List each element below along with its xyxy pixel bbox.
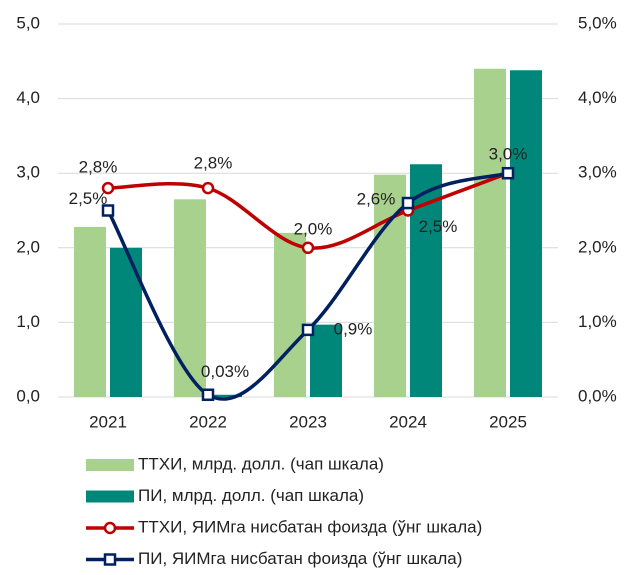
data-label: 0,03% xyxy=(201,362,249,381)
y2-tick-label: 4,0% xyxy=(578,88,617,107)
legend-label: ПИ, ЯИМга нисбатан фоизда (ўнг шкала) xyxy=(138,549,462,568)
bar xyxy=(274,232,306,397)
bar xyxy=(510,70,542,397)
legend-label: ТТХИ, млрд. долл. (чап шкала) xyxy=(138,454,384,473)
data-label: 0,9% xyxy=(334,319,373,338)
y-tick-label: 3,0 xyxy=(16,163,40,182)
bar xyxy=(310,324,342,397)
data-label: 2,0% xyxy=(294,219,333,238)
marker xyxy=(201,388,215,402)
legend-marker xyxy=(103,553,117,566)
y-tick-label: 2,0 xyxy=(16,237,40,256)
bar xyxy=(110,247,142,397)
y-tick-label: 4,0 xyxy=(16,88,40,107)
marker xyxy=(401,196,415,210)
y-tick-label: 1,0 xyxy=(16,312,40,331)
legend-swatch xyxy=(86,459,134,471)
data-label: 3,0% xyxy=(489,145,528,164)
y2-tick-label: 5,0% xyxy=(578,13,617,32)
data-label: 2,8% xyxy=(79,158,118,177)
y2-tick-label: 2,0% xyxy=(578,237,617,256)
y2-tick-label: 3,0% xyxy=(578,163,617,182)
marker xyxy=(501,166,515,180)
data-label: 2,5% xyxy=(69,189,108,208)
y-tick-label: 0,0 xyxy=(16,386,40,405)
data-label: 2,8% xyxy=(194,154,233,173)
bar xyxy=(474,68,506,397)
y2-tick-label: 0,0% xyxy=(578,386,617,405)
y-tick-label: 5,0 xyxy=(16,13,40,32)
x-tick-label: 2023 xyxy=(289,412,327,431)
bar xyxy=(174,199,206,397)
marker xyxy=(301,241,315,255)
bar xyxy=(74,226,106,397)
x-tick-label: 2022 xyxy=(189,412,227,431)
data-label: 2,6% xyxy=(357,190,396,209)
marker xyxy=(101,181,115,195)
legend-label: ТТХИ, ЯИМга нисбатан фоизда (ўнг шкала) xyxy=(138,517,482,536)
marker xyxy=(301,323,315,337)
marker xyxy=(201,181,215,195)
bar xyxy=(210,394,242,397)
marker xyxy=(101,204,115,217)
data-label: 2,5% xyxy=(419,217,458,236)
legend-swatch xyxy=(86,490,134,503)
x-tick-label: 2025 xyxy=(489,412,527,431)
y2-tick-label: 1,0% xyxy=(578,312,617,331)
x-tick-label: 2021 xyxy=(89,412,127,431)
x-tick-label: 2024 xyxy=(389,412,427,431)
legend-marker xyxy=(103,521,117,535)
line xyxy=(106,171,509,401)
legend-label: ПИ, млрд. долл. (чап шкала) xyxy=(138,486,364,505)
